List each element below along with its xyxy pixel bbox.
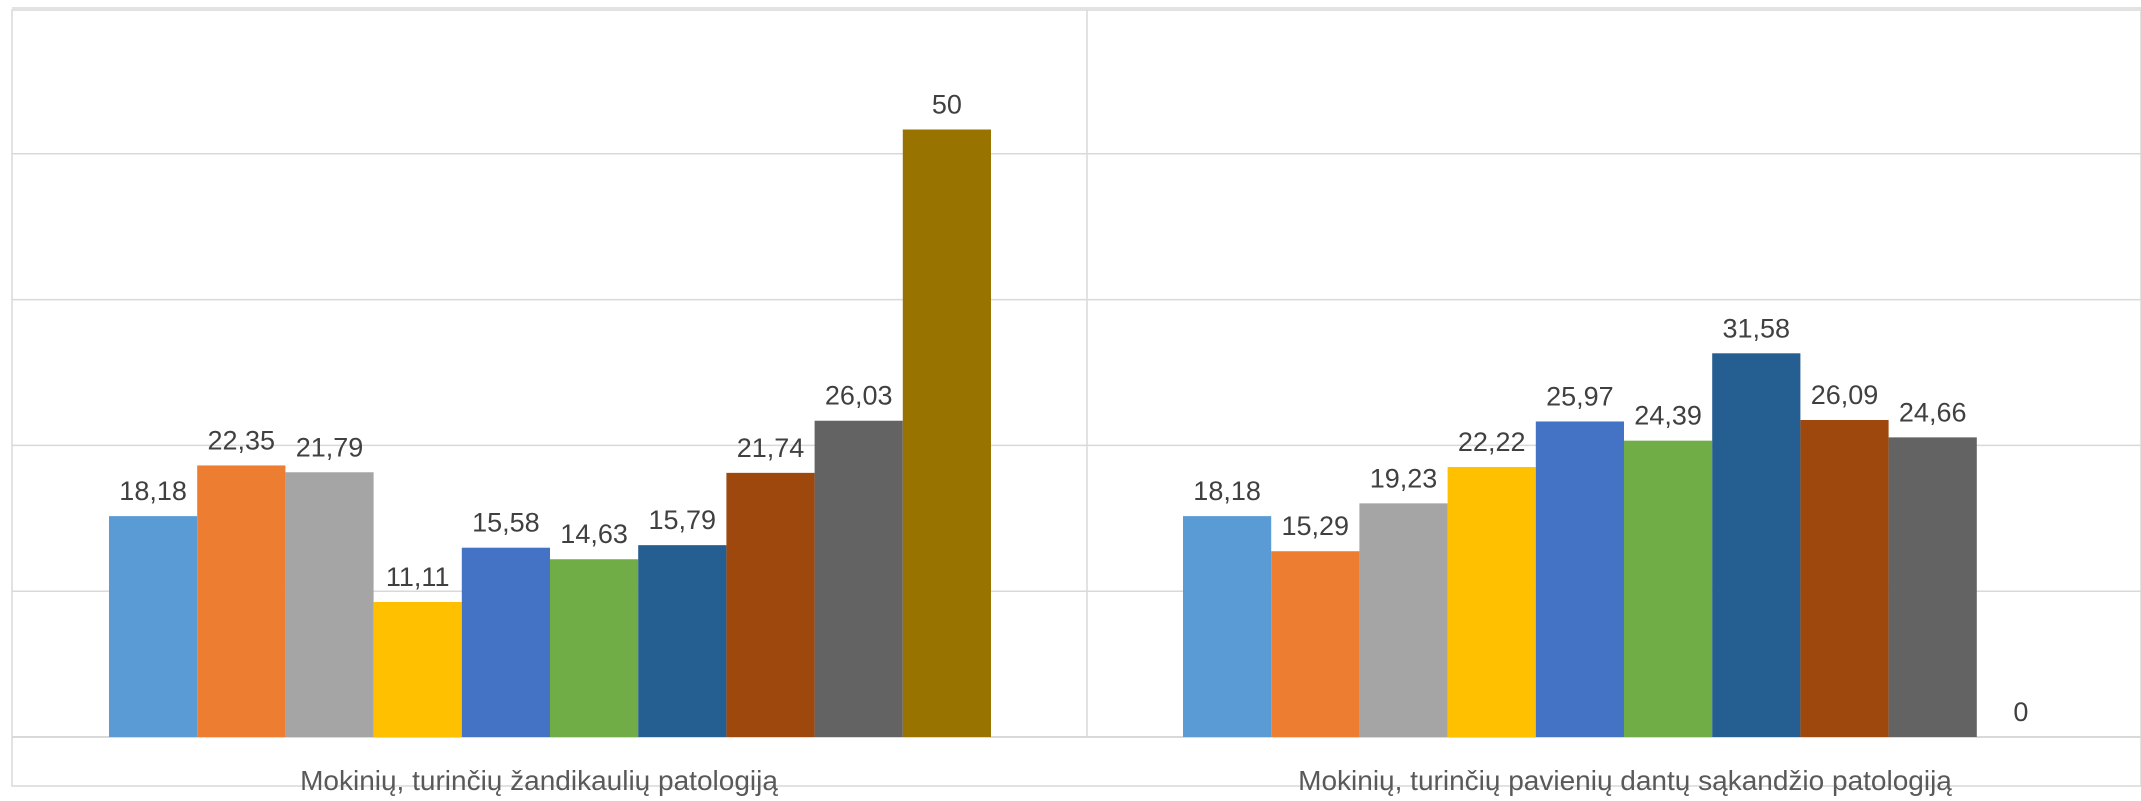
bar	[1888, 437, 1977, 737]
data-label: 22,22	[1458, 427, 1526, 457]
x-axis: Mokinių, turinčių žandikaulių patologiją…	[300, 765, 1952, 796]
bar	[1712, 353, 1801, 737]
bar	[373, 602, 462, 737]
bar	[902, 129, 991, 737]
data-label: 19,23	[1370, 463, 1438, 493]
data-label: 25,97	[1546, 381, 1614, 411]
bar	[1271, 551, 1360, 737]
data-label: 15,58	[472, 508, 540, 538]
data-label: 15,79	[649, 505, 717, 535]
bar	[550, 559, 639, 737]
data-labels: 18,18 18,18 22,35 15,29 21,79 19,23 11,11 22,22…	[119, 90, 2028, 728]
data-label: 22,35	[208, 425, 276, 455]
bar	[1624, 440, 1713, 737]
data-label: 24,39	[1634, 401, 1702, 431]
data-label: 26,03	[825, 381, 893, 411]
data-label: 31,58	[1723, 313, 1791, 343]
x-tick-label: Mokinių, turinčių pavienių dantų sąkandž…	[1298, 765, 1952, 796]
data-label: 26,09	[1811, 380, 1879, 410]
bar	[285, 472, 374, 737]
x-tick-label: Mokinių, turinčių žandikaulių patologiją	[300, 765, 778, 796]
bar	[638, 545, 727, 737]
bar	[1447, 467, 1536, 737]
bar	[1535, 421, 1624, 737]
bar	[197, 465, 286, 737]
bar	[814, 420, 903, 737]
bar	[1800, 420, 1889, 737]
bar	[461, 547, 550, 737]
bar	[109, 516, 198, 737]
data-label: 18,18	[119, 476, 187, 506]
data-label: 0	[2013, 697, 2028, 727]
bar	[726, 472, 815, 737]
data-label: 21,74	[737, 433, 805, 463]
bar	[1359, 503, 1448, 737]
data-label: 14,63	[560, 519, 628, 549]
data-label: 21,79	[296, 432, 364, 462]
data-label: 50	[932, 90, 962, 120]
bar	[1183, 516, 1272, 737]
data-label: 18,18	[1193, 476, 1261, 506]
bars	[109, 129, 1977, 737]
data-label: 15,29	[1282, 511, 1350, 541]
data-label: 11,11	[386, 562, 450, 592]
data-label: 24,66	[1899, 397, 1967, 427]
